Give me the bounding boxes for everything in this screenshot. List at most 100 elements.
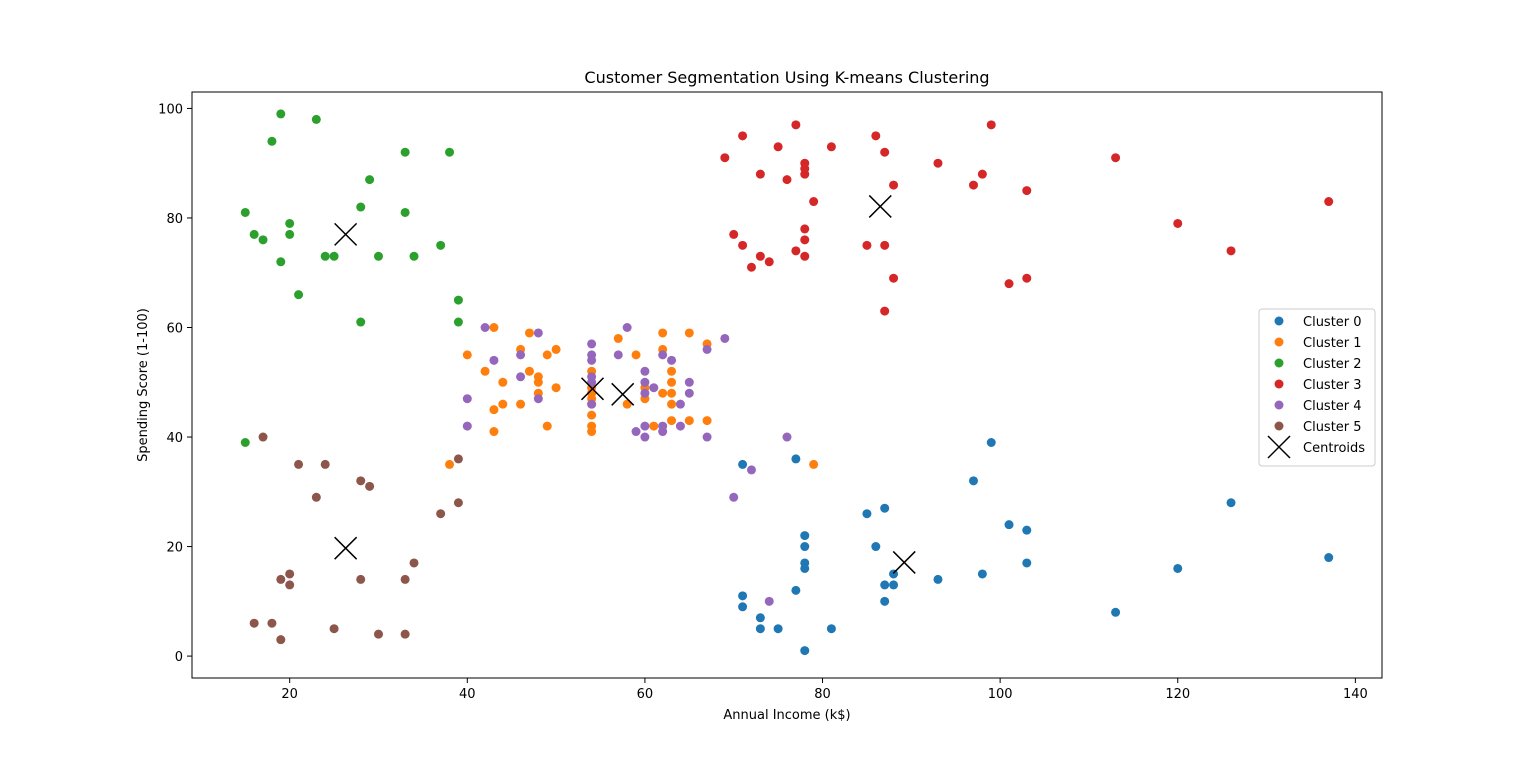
data-point: [800, 251, 810, 261]
data-point: [986, 120, 996, 130]
data-point: [720, 153, 730, 163]
data-point: [809, 197, 819, 207]
legend-marker: [1274, 379, 1284, 389]
data-point: [613, 333, 623, 343]
data-point: [729, 492, 739, 502]
x-tick-label: 60: [637, 687, 654, 702]
data-point: [702, 416, 712, 426]
data-point: [249, 618, 259, 628]
data-point: [516, 350, 526, 360]
data-point: [880, 306, 890, 316]
data-point: [329, 624, 339, 634]
data-point: [684, 377, 694, 387]
data-point: [258, 432, 268, 442]
data-point: [400, 147, 410, 157]
data-point: [533, 377, 543, 387]
data-point: [755, 613, 765, 623]
series-cluster-2: [240, 109, 463, 448]
data-point: [631, 427, 641, 437]
data-point: [1226, 246, 1236, 256]
data-point: [889, 180, 899, 190]
legend-label: Cluster 1: [1303, 336, 1362, 351]
data-point: [489, 322, 499, 332]
data-point: [587, 421, 597, 431]
x-axis-ticks: 20 40 60 80 100 120 140: [281, 678, 1368, 702]
data-point: [400, 629, 410, 639]
data-point: [587, 339, 597, 349]
data-point: [498, 377, 508, 387]
data-point: [968, 180, 978, 190]
y-tick-label: 0: [175, 650, 183, 665]
series-cluster-4: [462, 322, 792, 606]
x-tick-label: 40: [459, 687, 476, 702]
data-point: [649, 383, 659, 393]
legend-marker: [1274, 316, 1284, 326]
data-point: [436, 509, 446, 519]
legend-entry: Cluster 2: [1274, 357, 1362, 372]
legend-entry: Centroids: [1267, 435, 1365, 459]
series-cluster-1: [445, 322, 819, 469]
data-point: [285, 580, 295, 590]
legend-label: Cluster 3: [1303, 378, 1362, 393]
data-point: [800, 542, 810, 552]
data-point: [1226, 498, 1236, 508]
data-point: [285, 569, 295, 579]
data-point: [640, 366, 650, 376]
legend-marker: [1274, 358, 1284, 368]
data-point: [649, 421, 659, 431]
data-point: [276, 109, 286, 119]
y-tick-label: 100: [158, 102, 183, 117]
centroid-marker: [334, 222, 358, 246]
data-point: [889, 580, 899, 590]
data-point: [542, 421, 552, 431]
data-point: [276, 257, 286, 267]
data-point: [365, 481, 375, 491]
data-point: [365, 175, 375, 185]
data-point: [356, 476, 366, 486]
data-point: [276, 635, 286, 645]
centroid-marker: [580, 377, 605, 401]
data-point: [800, 531, 810, 541]
data-point: [800, 224, 810, 234]
data-point: [587, 399, 597, 409]
data-point: [826, 142, 836, 152]
data-point: [738, 131, 748, 141]
data-point: [791, 585, 801, 595]
legend-label: Centroids: [1303, 441, 1365, 456]
legend-entry: Cluster 3: [1274, 378, 1362, 393]
data-point: [240, 207, 250, 217]
data-point: [880, 596, 890, 606]
data-point: [249, 229, 259, 239]
y-tick-label: 80: [166, 212, 183, 227]
series-cluster-3: [720, 120, 1334, 316]
data-point: [880, 580, 890, 590]
data-point: [977, 169, 987, 179]
data-point: [791, 246, 801, 256]
legend-marker: [1274, 400, 1284, 410]
data-point: [889, 273, 899, 283]
data-point: [968, 476, 978, 486]
data-point: [658, 388, 668, 398]
data-point: [453, 295, 463, 305]
data-point: [738, 240, 748, 250]
data-point: [658, 350, 668, 360]
legend-label: Cluster 0: [1303, 315, 1362, 330]
data-point: [800, 235, 810, 245]
data-point: [480, 366, 490, 376]
data-point: [285, 229, 295, 239]
data-point: [800, 563, 810, 573]
data-point: [729, 229, 739, 239]
legend-entry: Cluster 0: [1274, 315, 1362, 330]
data-point: [1022, 186, 1032, 196]
y-tick-label: 60: [166, 321, 183, 336]
data-point: [1022, 558, 1032, 568]
x-tick-label: 100: [988, 687, 1013, 702]
x-tick-label: 120: [1165, 687, 1190, 702]
data-point: [524, 366, 534, 376]
data-point: [462, 394, 472, 404]
data-point: [684, 388, 694, 398]
data-point: [800, 646, 810, 656]
data-point: [1324, 553, 1334, 563]
data-point: [1111, 607, 1121, 617]
data-point: [640, 432, 650, 442]
